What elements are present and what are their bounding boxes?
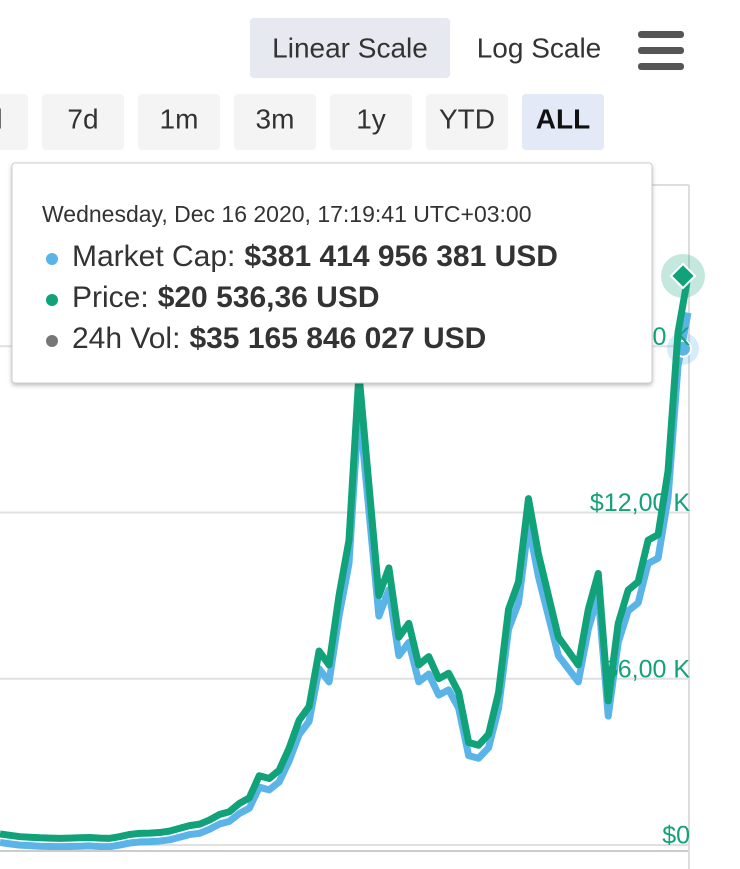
tooltip-label: 24h Vol:	[72, 322, 180, 355]
range-button[interactable]: 1d	[0, 94, 28, 150]
tooltip-value: $381 414 956 381 USD	[244, 240, 558, 273]
button-bg	[522, 94, 604, 150]
tooltip: Wednesday, Dec 16 2020, 17:19:41 UTC+03:…	[11, 162, 653, 384]
tooltip-value: $20 536,36 USD	[158, 281, 380, 314]
button-bg	[0, 94, 28, 150]
range-button[interactable]: 7d	[42, 94, 124, 150]
toolbar: Linear Scale Log Scale 1d 7d 1m 3m 1y YTD ALL	[0, 18, 604, 150]
tooltip-row: Market Cap: $381 414 956 381 USD	[72, 240, 558, 273]
button-label: Linear Scale	[272, 32, 428, 63]
tooltip-box	[11, 162, 653, 384]
menu-icon[interactable]	[638, 31, 684, 70]
hover-marker	[669, 262, 697, 290]
range-button[interactable]: 1m	[138, 94, 220, 150]
button-label: 3m	[256, 103, 295, 134]
y-tick-label: $6,00 K	[604, 655, 691, 683]
range-button[interactable]: 3m	[234, 94, 316, 150]
tooltip-bullet	[46, 253, 58, 265]
button-bg	[330, 94, 412, 150]
tooltip-label: Market Cap:	[72, 240, 235, 273]
button-label: ALL	[536, 103, 590, 134]
tooltip-row: 24h Vol: $35 165 846 027 USD	[72, 322, 486, 355]
series-line	[0, 312, 692, 851]
button-label: Log Scale	[477, 32, 602, 63]
button-bg	[234, 94, 316, 150]
range-button[interactable]: ALL	[522, 94, 604, 150]
range-button[interactable]: 1y	[330, 94, 412, 150]
tooltip-bullet	[46, 294, 58, 306]
tooltip-value: $35 165 846 027 USD	[189, 322, 486, 355]
tooltip-label: Price:	[72, 281, 149, 314]
button-label: 1d	[0, 103, 3, 134]
scale-button[interactable]: Linear Scale	[250, 18, 450, 78]
button-bg	[426, 94, 508, 150]
button-bg	[42, 94, 124, 150]
tooltip-bullet	[46, 335, 58, 347]
button-label: 1y	[356, 103, 386, 134]
series-line	[0, 275, 692, 842]
scale-button[interactable]: Log Scale	[477, 32, 602, 63]
tooltip-date: Wednesday, Dec 16 2020, 17:19:41 UTC+03:…	[42, 201, 532, 227]
y-tick-label: $12,00 K	[590, 489, 690, 517]
button-label: 1m	[160, 103, 199, 134]
range-button[interactable]: YTD	[426, 94, 508, 150]
y-tick-label: $0	[662, 822, 690, 850]
button-bg	[138, 94, 220, 150]
button-label: YTD	[439, 103, 495, 134]
tooltip-row: Price: $20 536,36 USD	[72, 281, 380, 314]
button-bg	[250, 18, 450, 78]
button-label: 7d	[67, 103, 98, 134]
